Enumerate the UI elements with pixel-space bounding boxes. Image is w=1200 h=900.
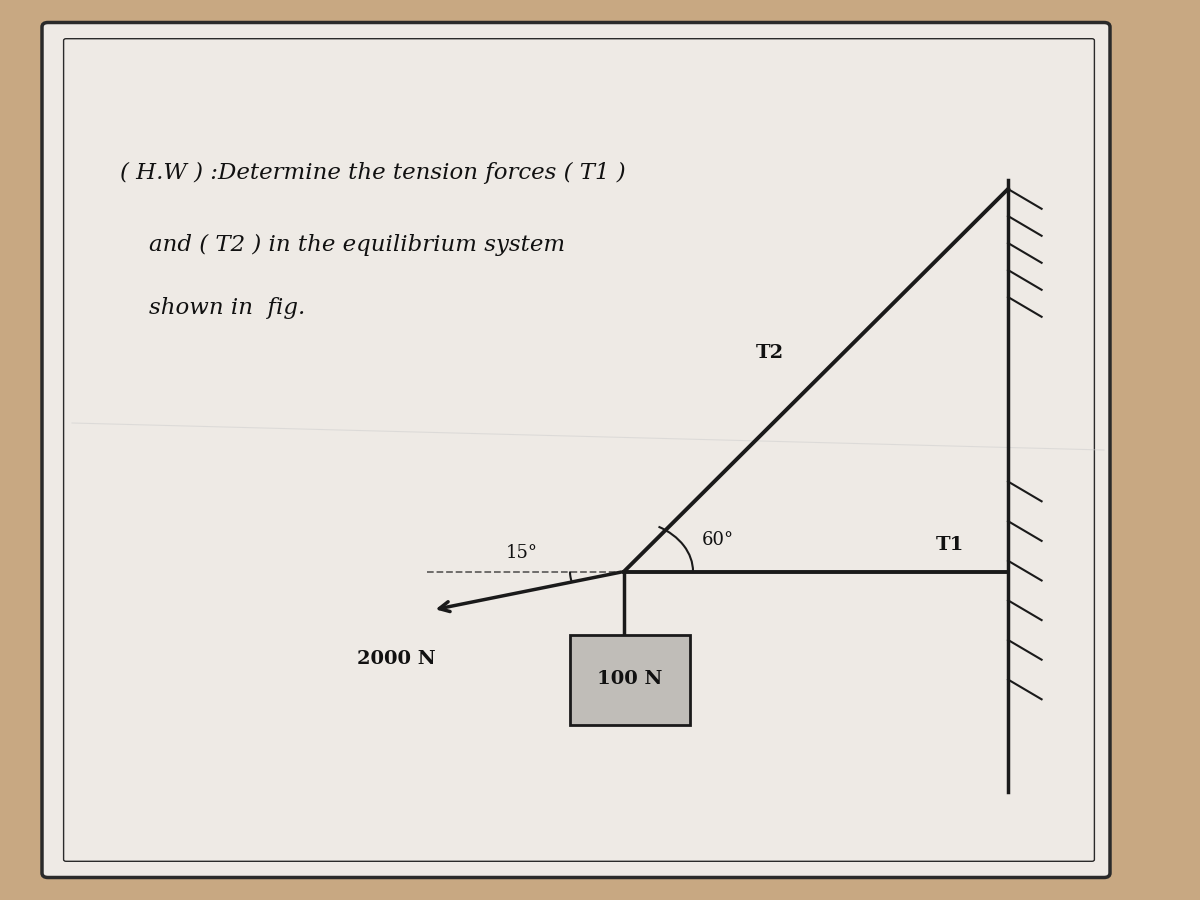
Text: 60°: 60°: [702, 531, 734, 549]
Text: 100 N: 100 N: [598, 670, 662, 688]
Bar: [570, 634, 690, 725]
Text: shown in  fig.: shown in fig.: [120, 297, 305, 319]
Text: T1: T1: [936, 536, 965, 554]
Text: 15°: 15°: [506, 544, 538, 562]
Text: 2000 N: 2000 N: [358, 651, 436, 669]
FancyBboxPatch shape: [42, 22, 1110, 878]
Text: T2: T2: [756, 344, 784, 362]
Text: ( H.W ) :Determine the tension forces ( T1 ): ( H.W ) :Determine the tension forces ( …: [120, 162, 625, 184]
Text: and ( T2 ) in the equilibrium system: and ( T2 ) in the equilibrium system: [120, 234, 565, 256]
